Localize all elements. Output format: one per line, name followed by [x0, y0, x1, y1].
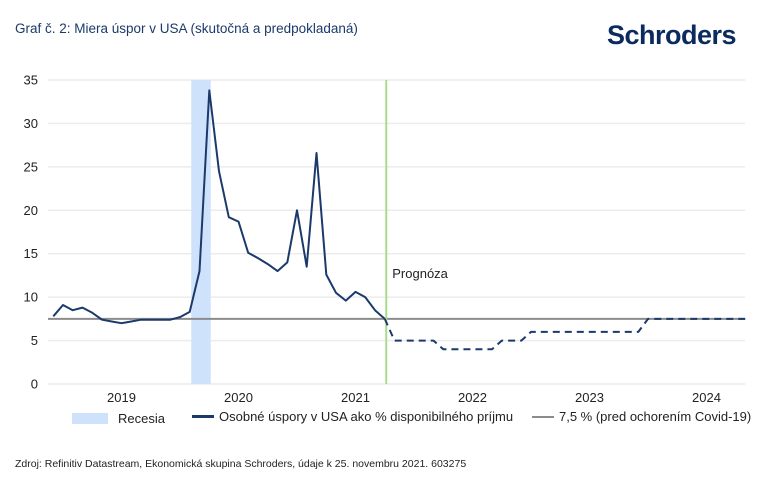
x-tick-label: 2024	[692, 390, 721, 405]
y-tick-label: 20	[24, 203, 38, 218]
legend-label-savings: Osobné úspory v USA ako % disponibilného…	[219, 409, 514, 424]
legend-item-savings: Osobné úspory v USA ako % disponibilného…	[192, 409, 513, 424]
legend-item-reference: 7,5 % (pred ochorením Covid-19)	[532, 409, 751, 424]
x-tick-label: 2019	[107, 390, 136, 405]
schroders-logo: Schroders	[607, 20, 737, 50]
y-tick-label: 5	[31, 333, 38, 348]
chart-title: Graf č. 2: Miera úspor v USA (skutočná a…	[15, 21, 358, 36]
y-tick-label: 30	[24, 116, 38, 131]
y-tick-label: 10	[24, 290, 38, 305]
y-tick-label: 0	[31, 377, 38, 392]
y-tick-label: 35	[24, 73, 38, 88]
x-tick-label: 2023	[575, 390, 604, 405]
legend-label-reference: 7,5 % (pred ochorením Covid-19)	[559, 409, 752, 424]
recession-swatch	[72, 413, 108, 424]
savings-series-line	[52, 89, 386, 325]
x-tick-label: 2022	[458, 390, 487, 405]
reference-swatch	[532, 415, 554, 418]
y-tick-label: 25	[24, 159, 38, 174]
x-tick-label: 2021	[341, 390, 370, 405]
legend-label-recession: Recesia	[118, 411, 165, 426]
x-tick-label: 2020	[224, 390, 253, 405]
forecast-series-line	[383, 317, 746, 351]
source-note: Zdroj: Refinitiv Datastream, Ekonomická …	[15, 458, 467, 470]
forecast-annotation: Prognóza	[392, 266, 448, 281]
y-tick-label: 15	[24, 246, 38, 261]
savings-swatch	[192, 415, 214, 418]
legend-item-recession: Recesia	[72, 411, 165, 426]
